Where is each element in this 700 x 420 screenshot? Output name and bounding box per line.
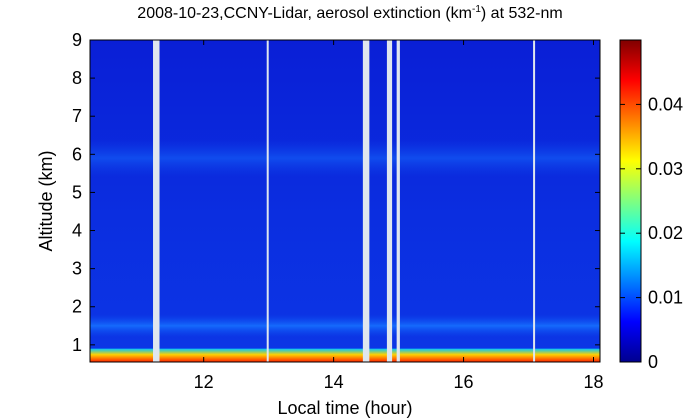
colorbar-tick-label: 0.02 xyxy=(648,223,683,243)
colorbar-tick-label: 0.03 xyxy=(648,159,683,179)
data-gap xyxy=(266,40,269,362)
data-gap xyxy=(396,40,400,362)
y-axis: 1 2 3 4 5 6 7 8 9 xyxy=(72,30,600,355)
data-gap xyxy=(153,40,160,362)
y-tick-label: 1 xyxy=(72,335,82,355)
x-axis-label: Local time (hour) xyxy=(277,398,412,418)
y-tick-label: 3 xyxy=(72,259,82,279)
x-tick-label: 18 xyxy=(583,372,603,392)
y-tick-label: 4 xyxy=(72,221,82,241)
x-tick-label: 14 xyxy=(324,372,344,392)
colorbar-tick-label: 0.04 xyxy=(648,94,683,114)
y-tick-label: 6 xyxy=(72,144,82,164)
data-gap xyxy=(362,40,370,362)
x-tick-label: 16 xyxy=(454,372,474,392)
aerosol-layer-upper-layer xyxy=(90,139,600,178)
x-axis: 12 14 16 18 xyxy=(194,40,604,392)
y-tick-label: 8 xyxy=(72,68,82,88)
colorbar-tick-label: 0.01 xyxy=(648,288,683,308)
data-gap xyxy=(386,40,393,362)
chart-title: 2008-10-23,CCNY-Lidar, aerosol extinctio… xyxy=(137,4,562,22)
colorbar-tick-label: 0 xyxy=(648,352,658,372)
y-tick-label: 9 xyxy=(72,30,82,50)
heatmap-background xyxy=(90,40,600,362)
colorbar-ticks: 0 0.01 0.02 0.03 0.04 xyxy=(620,94,683,372)
y-tick-label: 7 xyxy=(72,106,82,126)
heatmap-plot-area xyxy=(90,40,600,362)
aerosol-layer-surface-layer xyxy=(90,348,600,362)
data-gap xyxy=(533,40,536,362)
plot-frame xyxy=(89,39,601,363)
aerosol-layer-boundary-layer xyxy=(90,314,600,338)
colorbar xyxy=(619,39,642,363)
y-tick-label: 5 xyxy=(72,182,82,202)
y-axis-label: Altitude (km) xyxy=(36,150,56,251)
x-tick-label: 12 xyxy=(194,372,214,392)
y-tick-label: 2 xyxy=(72,297,82,317)
